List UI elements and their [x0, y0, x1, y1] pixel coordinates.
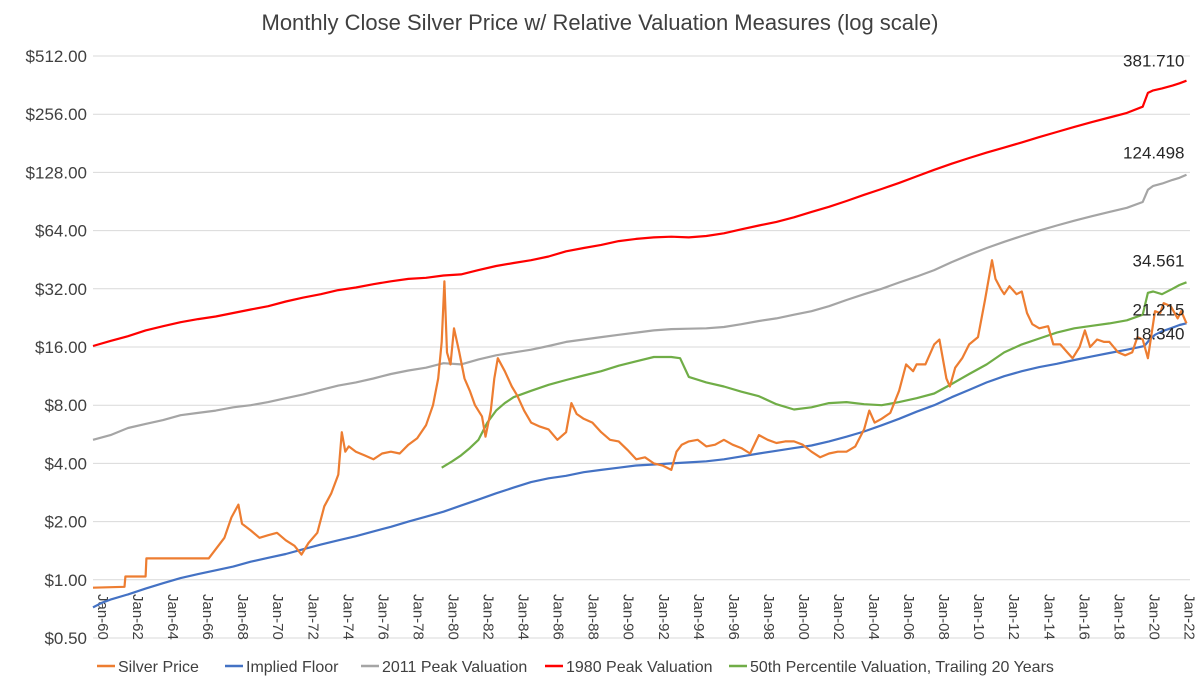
legend-item: 50th Percentile Valuation, Trailing 20 Y… [729, 659, 1054, 676]
y-tick-label: $256.00 [26, 105, 87, 124]
x-tick-label: Jan-80 [444, 594, 461, 640]
x-tick-label: Jan-72 [304, 594, 321, 640]
x-tick-label: Jan-86 [550, 594, 567, 640]
y-tick-label: $512.00 [26, 47, 87, 66]
legend: Silver Price Implied Floor 2011 Peak Valua… [97, 659, 1054, 676]
x-tick-label: Jan-90 [620, 594, 637, 640]
legend-label: 50th Percentile Valuation, Trailing 20 Y… [750, 659, 1054, 676]
y-tick-label: $16.00 [35, 338, 87, 357]
x-tick-label: Jan-96 [725, 594, 742, 640]
grid-layer [93, 55, 1190, 639]
end-value-label: 21.215 [1132, 300, 1184, 319]
end-value-label: 34.561 [1132, 251, 1184, 270]
x-axis-ticks: Jan-60 Jan-62 Jan-64 Jan-66 Jan-68 Jan-70 Jan-… [94, 594, 1197, 640]
legend-item: 2011 Peak Valuation [361, 659, 527, 676]
x-tick-label: Jan-14 [1040, 594, 1057, 640]
series-line-implied-floor [92, 322, 1187, 609]
series-line-silver-price [92, 259, 1188, 589]
series-line-2011-peak-valuation [92, 173, 1187, 441]
x-tick-label: Jan-06 [900, 594, 917, 640]
y-tick-label: $4.00 [44, 454, 87, 473]
x-tick-label: Jan-92 [655, 594, 672, 640]
x-tick-label: Jan-08 [935, 594, 952, 640]
x-tick-label: Jan-22 [1180, 594, 1197, 640]
series-line-1980-peak-valuation [92, 79, 1187, 348]
end-labels: 381.710 124.498 34.561 21.215 18.340 [1123, 52, 1184, 344]
x-tick-label: Jan-70 [269, 594, 286, 640]
y-tick-label: $64.00 [35, 222, 87, 241]
end-value-label: 124.498 [1123, 144, 1184, 163]
x-tick-label: Jan-20 [1145, 594, 1162, 640]
legend-label: 1980 Peak Valuation [566, 659, 712, 676]
end-value-label: 18.340 [1132, 324, 1184, 343]
x-tick-label: Jan-94 [690, 594, 707, 640]
x-tick-label: Jan-04 [865, 594, 882, 640]
y-axis-ticks: $0.50 $1.00 $2.00 $4.00 $8.00 $16.00 $32.00 $64… [26, 47, 87, 648]
y-tick-label: $32.00 [35, 280, 87, 299]
legend-label: Silver Price [118, 659, 199, 676]
x-tick-label: Jan-88 [585, 594, 602, 640]
x-tick-label: Jan-12 [1005, 594, 1022, 640]
y-tick-label: $2.00 [44, 513, 87, 532]
legend-item: 1980 Peak Valuation [545, 659, 712, 676]
chart-title: Monthly Close Silver Price w/ Relative V… [262, 10, 939, 35]
y-tick-label: $8.00 [44, 396, 87, 415]
x-tick-label: Jan-78 [409, 594, 426, 640]
series-layer [92, 79, 1188, 609]
x-tick-label: Jan-00 [795, 594, 812, 640]
legend-item: Silver Price [97, 659, 199, 676]
legend-label: Implied Floor [246, 659, 339, 676]
x-tick-label: Jan-18 [1110, 594, 1127, 640]
x-tick-label: Jan-98 [760, 594, 777, 640]
x-tick-label: Jan-66 [199, 594, 216, 640]
y-tick-label: $128.00 [26, 163, 87, 182]
x-tick-label: Jan-16 [1075, 594, 1092, 640]
legend-item: Implied Floor [225, 659, 339, 676]
legend-label: 2011 Peak Valuation [382, 659, 527, 676]
x-tick-label: Jan-84 [515, 594, 532, 640]
series-line-50th-percentile-valuation-trailing-20-years [441, 281, 1187, 469]
y-tick-label: $1.00 [44, 571, 87, 590]
x-tick-label: Jan-68 [234, 594, 251, 640]
x-tick-label: Jan-64 [164, 594, 181, 640]
x-tick-label: Jan-76 [374, 594, 391, 640]
x-tick-label: Jan-02 [830, 594, 847, 640]
x-tick-label: Jan-82 [480, 594, 497, 640]
end-value-label: 381.710 [1123, 52, 1184, 71]
x-tick-label: Jan-62 [129, 594, 146, 640]
y-tick-label: $0.50 [44, 629, 87, 648]
x-tick-label: Jan-74 [339, 594, 356, 640]
x-tick-label: Jan-10 [970, 594, 987, 640]
